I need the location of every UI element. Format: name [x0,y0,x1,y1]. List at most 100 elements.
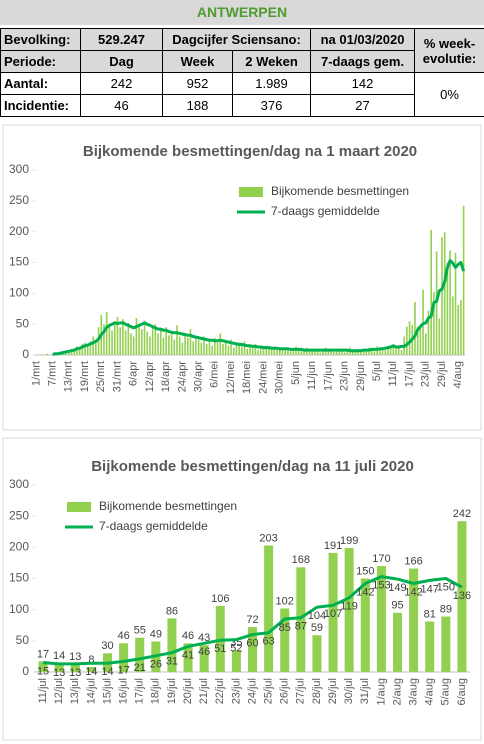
x-tick-label: 20/jul [182,678,194,704]
cell: 1.989 [231,72,312,95]
bar-value-label: 17 [37,648,49,660]
bar [457,305,460,355]
bar [224,341,227,355]
x-tick-label: 6/apr [128,361,140,386]
summary-table: Bevolking: 529.247 Dagcijfer Sciensano: na … [0,28,484,117]
bar [297,350,300,355]
line-value-label: 17 [117,664,129,676]
x-tick-label: 4/aug [452,361,464,389]
cell: Incidentie: [0,94,81,117]
bar-value-label: 43 [198,632,210,644]
bar [200,342,203,355]
bar [392,344,395,355]
bar [235,343,238,355]
bar-value-label: 203 [259,532,277,544]
bar [97,327,100,355]
bar [216,342,219,355]
bar [338,348,341,355]
line-value-label: 142 [356,586,374,598]
line-value-label: 41 [182,649,194,661]
chart-frame [2,437,482,741]
bar [300,351,303,355]
bar [424,333,427,355]
bar-value-label: 89 [440,603,452,615]
cell: 46 [80,94,163,117]
bar [230,339,232,355]
bar [362,351,365,355]
bar [127,322,130,355]
bar [132,336,135,355]
x-tick-label: 29/jul [327,678,339,704]
bar [327,351,330,355]
x-tick-label: 15/jul [101,678,113,704]
bar [351,350,354,355]
bar [243,341,246,355]
bar-value-label: 49 [150,628,162,640]
bar [168,335,170,355]
bar [170,331,173,355]
bar [330,349,332,355]
x-tick-label: 22/jul [214,678,226,704]
y-tick-label: 150 [9,571,29,585]
x-tick-label: 7/mrt [46,361,58,386]
bar [149,336,151,355]
bar [119,643,129,672]
x-tick-label: 18/jul [150,678,162,704]
line-value-label: 31 [166,656,178,668]
bar-value-label: 13 [69,651,81,663]
bar [246,348,249,355]
bar [414,301,416,355]
bar [219,333,222,355]
bar-value-label: 81 [424,608,436,620]
x-tick-label: 13/jul [69,678,81,704]
x-tick-label: 30/apr [193,361,205,393]
y-tick-label: 100 [9,602,29,616]
chart-title: Bijkomende besmettingen/dag na 11 juli 2… [91,458,414,475]
bar-value-label: 46 [182,630,194,642]
bar-value-label: 242 [453,508,471,520]
bar-value-label: 168 [292,554,310,566]
x-tick-label: 25/jul [263,678,275,704]
bar [289,351,292,355]
x-tick-label: 29/jul [436,361,448,387]
bar-value-label: 150 [356,565,374,577]
legend-label: 7-daags gemiddelde [99,519,208,533]
bar [78,347,81,355]
x-tick-label: 13/mrt [63,361,75,392]
x-tick-label: 12/apr [144,361,156,393]
bar [341,351,343,355]
chart-title: Bijkomende besmettingen/dag na 1 maart 2… [83,143,417,160]
bar [108,325,111,355]
cell: 188 [162,94,233,117]
region-title: ANTWERPEN [0,0,484,25]
bar [449,250,451,355]
line-value-label: 51 [214,643,226,655]
x-tick-label: 5/jun [290,361,302,385]
bar [322,350,324,355]
x-tick-label: 1/aug [375,678,387,706]
bar [441,616,451,672]
x-tick-label: 11/jul [387,361,399,386]
bar [105,311,108,355]
bar [452,296,454,355]
summary: ANTWERPEN Bevolking: 529.247 Dagcijfer Sci… [0,0,484,117]
y-tick-label: 250 [9,193,29,207]
bar [280,608,290,672]
bar [316,348,319,355]
x-tick-label: 30/jul [343,678,355,704]
bar [446,262,449,355]
x-tick-label: 23/jun [339,361,351,391]
x-tick-label: 11/jun [306,361,318,390]
x-tick-label: 23/jul [230,678,242,704]
bar [344,547,354,672]
x-tick-label: 18/apr [160,361,172,393]
bar [311,350,314,355]
bar [38,661,48,672]
line-value-label: 104 [308,610,326,622]
bar [214,337,216,355]
line-value-label: 14 [101,666,113,678]
bar [178,336,181,355]
bar [162,337,165,355]
bar [203,336,205,355]
bar [192,341,195,355]
